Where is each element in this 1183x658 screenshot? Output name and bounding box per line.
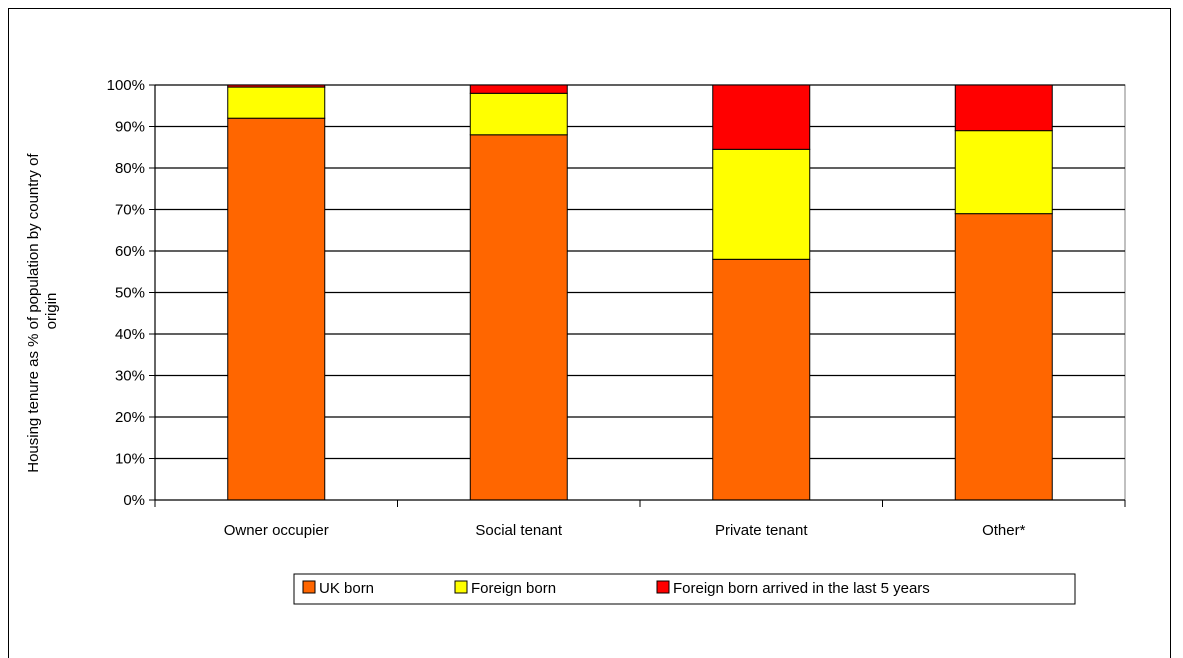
bar-segment	[227, 86, 326, 119]
y-tick-label: 30%	[115, 368, 145, 385]
bar-segment	[712, 84, 811, 150]
legend-label: UK born	[319, 580, 374, 597]
y-tick-label: 100%	[107, 77, 145, 94]
bar-segment	[469, 92, 568, 136]
bar-segment	[954, 130, 1053, 215]
y-axis-title-line-1: Housing tenure as % of population by cou…	[25, 153, 42, 473]
legend-swatch	[454, 580, 468, 594]
bars	[227, 84, 1053, 501]
bar-segment	[712, 148, 811, 260]
bar-segment	[469, 134, 568, 501]
bar-segment	[712, 258, 811, 501]
legend-swatch	[302, 580, 316, 594]
y-tick-label: 90%	[115, 119, 145, 136]
legend: UK born Foreign born Foreign born arrived …	[293, 573, 1076, 605]
y-axis-title-line-2: origin	[43, 293, 60, 330]
legend-label: Foreign born arrived in the last 5 years	[673, 580, 930, 597]
x-tick-label: Social tenant	[475, 522, 563, 539]
legend-swatch	[656, 580, 670, 594]
y-tick-label: 50%	[115, 285, 145, 302]
x-tick-label: Other*	[982, 522, 1026, 539]
bar-segment	[227, 117, 326, 501]
y-tick-label: 70%	[115, 202, 145, 219]
bar-segment	[954, 84, 1053, 132]
x-tick-label: Owner occupier	[224, 522, 329, 539]
y-tick-label: 40%	[115, 326, 145, 343]
legend-label: Foreign born	[471, 580, 556, 597]
y-tick-label: 80%	[115, 160, 145, 177]
bar-segment	[954, 213, 1053, 501]
legend-box	[293, 573, 1076, 605]
x-tick-label: Private tenant	[715, 522, 808, 539]
x-axis-ticks: Owner occupier Social tenant Private tenan…	[154, 500, 1126, 539]
bar-segment	[227, 84, 326, 88]
y-tick-label: 20%	[115, 409, 145, 426]
y-tick-label: 60%	[115, 243, 145, 260]
y-tick-label: 0%	[123, 492, 145, 509]
bar-segment	[469, 84, 568, 94]
y-axis-title: Housing tenure as % of population by cou…	[25, 149, 60, 473]
y-axis-ticks: 0% 10% 20% 30% 40% 50% 60% 70% 80% 90% 100%	[107, 77, 155, 509]
y-tick-label: 10%	[115, 451, 145, 468]
